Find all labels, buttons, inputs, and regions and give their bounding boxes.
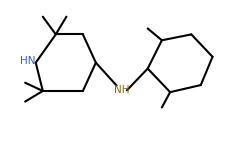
Text: HN: HN bbox=[20, 56, 36, 66]
Text: NH: NH bbox=[114, 85, 129, 95]
